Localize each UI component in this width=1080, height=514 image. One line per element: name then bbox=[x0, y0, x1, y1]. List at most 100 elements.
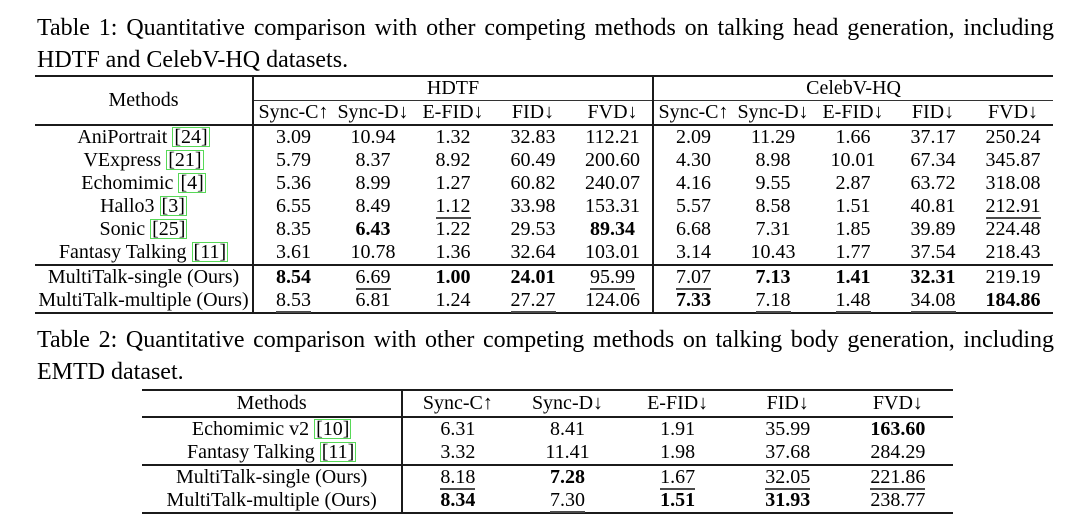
metric-value: 34.08 bbox=[910, 289, 956, 313]
metric-value-cell: 8.98 bbox=[733, 149, 813, 172]
metric-value: 5.57 bbox=[676, 195, 712, 217]
metric-value: 345.87 bbox=[985, 149, 1041, 171]
metric-value: 284.29 bbox=[870, 441, 926, 463]
table2-caption: Table 2: Quantitative comparison with ot… bbox=[37, 324, 1054, 388]
metric-value-cell: 37.17 bbox=[893, 125, 973, 149]
metric-value-cell: 284.29 bbox=[843, 441, 953, 465]
citation-link[interactable]: [25] bbox=[150, 218, 188, 240]
metric-column-header-fvd: FVD↓ bbox=[573, 100, 654, 126]
metric-value-cell: 1.27 bbox=[413, 172, 493, 195]
metric-value: 8.41 bbox=[550, 418, 585, 440]
table-row: Sonic [25] 8.35 6.43 1.22 29.53 89.34 6.68 7.31… bbox=[35, 218, 1053, 241]
metric-value: 32.05 bbox=[765, 466, 811, 490]
metric-value-cell: 318.08 bbox=[973, 172, 1053, 195]
metric-value-cell: 200.60 bbox=[573, 149, 653, 172]
metric-value-cell: 238.77 bbox=[843, 489, 953, 513]
metric-value-cell: 11.41 bbox=[512, 441, 622, 465]
method-cell: MultiTalk-multiple (Ours) bbox=[142, 489, 404, 513]
table-row: Fantasy Talking [11] 3.61 10.78 1.36 32.64 10… bbox=[35, 241, 1053, 265]
table-row: MultiTalk-single (Ours) 8.18 7.28 1.67 32.05… bbox=[142, 464, 953, 490]
table-row: MultiTalk-multiple (Ours) 8.53 6.81 1.24 27.… bbox=[35, 289, 1053, 313]
metric-value-cell: 163.60 bbox=[843, 417, 953, 441]
metric-value: 8.34 bbox=[440, 489, 476, 511]
metric-value: 163.60 bbox=[870, 418, 926, 440]
metric-value: 3.32 bbox=[440, 441, 476, 463]
metric-value: 8.18 bbox=[440, 466, 476, 490]
metric-value: 7.07 bbox=[676, 266, 712, 290]
method-name: MultiTalk-multiple (Ours) bbox=[166, 489, 377, 511]
metric-value: 4.16 bbox=[676, 172, 712, 194]
table2-quantitative-comparison: Methods Sync-C↑ Sync-D↓ E-FID↓ FID↓ FVD↓… bbox=[142, 389, 953, 514]
method-cell: Fantasy Talking [11] bbox=[35, 241, 254, 265]
metric-value: 10.94 bbox=[350, 126, 396, 148]
metric-value: 5.36 bbox=[276, 172, 311, 194]
metric-value: 32.31 bbox=[910, 266, 956, 288]
metric-value-cell: 8.18 bbox=[402, 464, 513, 490]
citation-link[interactable]: [10] bbox=[314, 418, 352, 440]
metric-value: 60.49 bbox=[510, 149, 556, 171]
table-row: Echomimic [4] 5.36 8.99 1.27 60.82 240.07 4.16… bbox=[35, 172, 1053, 195]
method-cell: MultiTalk-multiple (Ours) bbox=[35, 289, 254, 313]
metric-value-cell: 32.31 bbox=[893, 264, 974, 289]
metric-value: 37.17 bbox=[910, 126, 956, 148]
metric-value-cell: 7.13 bbox=[733, 264, 814, 289]
metric-value-cell: 7.30 bbox=[512, 489, 622, 513]
citation-link[interactable]: [24] bbox=[172, 126, 210, 148]
metric-value: 184.86 bbox=[985, 289, 1041, 311]
table-row: MultiTalk-single (Ours) 8.54 6.69 1.00 24.01… bbox=[35, 264, 1054, 290]
citation-link[interactable]: [3] bbox=[159, 195, 187, 217]
method-name: Echomimic v2 bbox=[191, 418, 310, 440]
metric-value-cell: 5.79 bbox=[253, 149, 333, 172]
metric-column-header-fid: FID↓ bbox=[732, 390, 843, 418]
metric-value: 7.13 bbox=[755, 266, 791, 288]
metric-value-cell: 153.31 bbox=[573, 195, 653, 218]
metric-value: 8.49 bbox=[355, 195, 391, 217]
metric-value-cell: 3.14 bbox=[652, 241, 734, 265]
metric-value-cell: 5.36 bbox=[253, 172, 333, 195]
metric-value: 33.98 bbox=[510, 195, 556, 217]
metric-value-cell: 1.98 bbox=[623, 441, 733, 465]
metric-value: 31.93 bbox=[765, 489, 811, 511]
metric-column-header-sync-d: Sync-D↓ bbox=[733, 100, 814, 126]
metric-value: 6.69 bbox=[355, 266, 391, 290]
citation-link[interactable]: [21] bbox=[166, 149, 204, 171]
metric-value-cell: 1.22 bbox=[413, 218, 493, 241]
metric-value-cell: 1.00 bbox=[413, 264, 493, 289]
metric-value-cell: 212.91 bbox=[973, 195, 1053, 219]
metric-value: 318.08 bbox=[985, 172, 1041, 194]
metric-value-cell: 11.29 bbox=[733, 125, 813, 149]
metric-value-cell: 4.30 bbox=[652, 149, 734, 172]
metric-value-cell: 124.06 bbox=[573, 289, 653, 313]
metric-value: 4.30 bbox=[676, 149, 712, 171]
metric-value-cell: 1.12 bbox=[413, 195, 493, 219]
metric-column-header-sync-c: Sync-C↑ bbox=[402, 390, 513, 418]
metric-value: 40.81 bbox=[910, 195, 956, 217]
metric-value-cell: 112.21 bbox=[573, 125, 653, 149]
citation-link[interactable]: [4] bbox=[178, 172, 206, 194]
metric-value-cell: 60.49 bbox=[493, 149, 573, 172]
metric-value-cell: 9.55 bbox=[733, 172, 813, 195]
metric-value-cell: 6.43 bbox=[333, 218, 413, 241]
citation-link[interactable]: [11] bbox=[319, 441, 357, 463]
metric-value-cell: 6.55 bbox=[253, 195, 333, 218]
metric-column-header-e-fid: E-FID↓ bbox=[413, 100, 493, 126]
metric-value: 8.92 bbox=[435, 149, 471, 171]
metric-value-cell: 1.24 bbox=[413, 289, 493, 313]
metric-value-cell: 1.51 bbox=[623, 489, 733, 513]
metric-column-header-fvd: FVD↓ bbox=[842, 390, 953, 418]
metric-value: 224.48 bbox=[985, 218, 1041, 240]
metric-value-cell: 250.24 bbox=[973, 125, 1053, 149]
metric-value-cell: 95.99 bbox=[573, 264, 654, 290]
metric-value-cell: 1.51 bbox=[813, 195, 893, 218]
method-cell: Hallo3 [3] bbox=[35, 195, 254, 218]
metric-value: 6.68 bbox=[676, 218, 712, 240]
metric-value: 5.79 bbox=[276, 149, 311, 171]
metric-value: 35.99 bbox=[765, 418, 811, 440]
metric-value: 103.01 bbox=[585, 241, 640, 263]
metric-value-cell: 8.99 bbox=[333, 172, 413, 195]
metric-value: 6.31 bbox=[440, 418, 476, 440]
methods-column-header: Methods bbox=[142, 390, 404, 418]
citation-link[interactable]: [11] bbox=[191, 241, 229, 263]
table2-caption-line1: Table 2: Quantitative comparison with ot… bbox=[37, 327, 1054, 353]
metric-value: 8.37 bbox=[355, 149, 391, 171]
